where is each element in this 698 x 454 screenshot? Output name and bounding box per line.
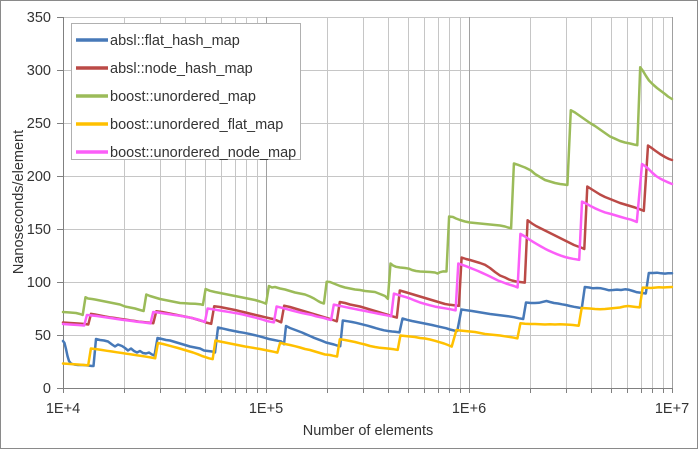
svg-text:100: 100 [27,275,51,291]
svg-text:boost::unordered_node_map: boost::unordered_node_map [110,145,296,161]
svg-text:200: 200 [27,169,51,185]
svg-text:Number of elements: Number of elements [303,423,434,439]
svg-text:1E+5: 1E+5 [249,401,283,417]
svg-text:350: 350 [27,10,51,26]
svg-text:250: 250 [27,116,51,132]
svg-text:boost::unordered_flat_map: boost::unordered_flat_map [110,117,283,133]
svg-text:0: 0 [43,381,51,397]
svg-text:150: 150 [27,222,51,238]
svg-text:1E+6: 1E+6 [452,401,486,417]
svg-text:absl::node_hash_map: absl::node_hash_map [110,61,253,77]
svg-text:1E+7: 1E+7 [655,401,689,417]
svg-text:absl::flat_hash_map: absl::flat_hash_map [110,33,240,49]
svg-text:50: 50 [35,328,51,344]
svg-text:Nanoseconds/element: Nanoseconds/element [11,130,27,274]
svg-text:1E+4: 1E+4 [46,401,80,417]
svg-text:boost::unordered_map: boost::unordered_map [110,89,256,105]
svg-text:300: 300 [27,63,51,79]
